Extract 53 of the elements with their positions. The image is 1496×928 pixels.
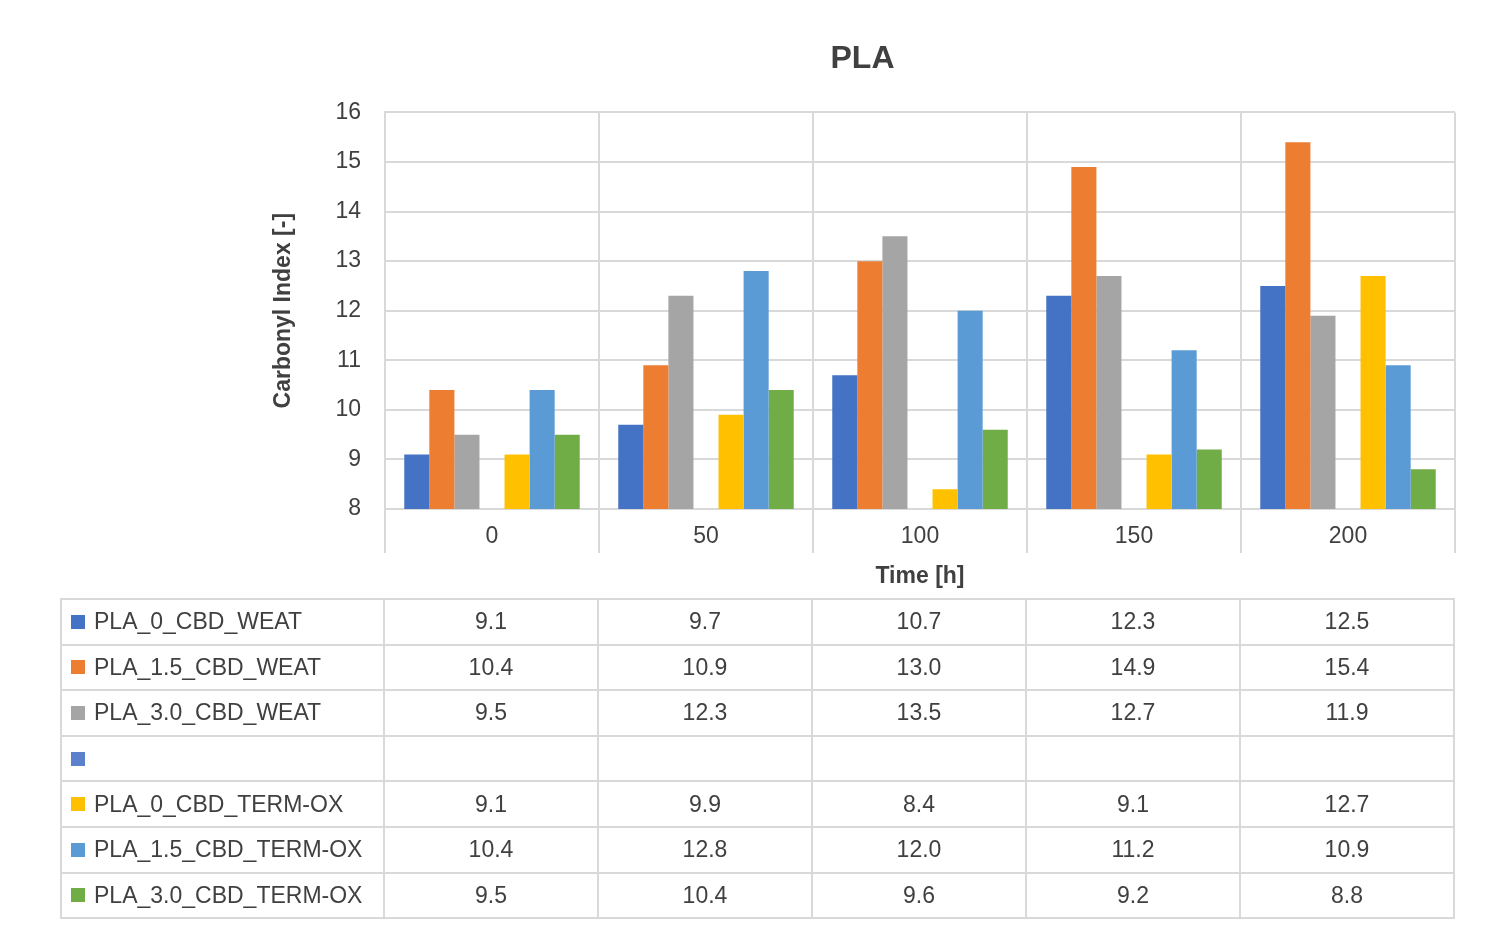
data-label: 12.7 (1324, 790, 1370, 818)
data-label: 8.8 (1331, 881, 1363, 909)
data-label: 9.5 (475, 881, 507, 909)
data-label: 13.0 (896, 653, 942, 681)
legend-label: PLA_0_CBD_WEAT (94, 608, 302, 636)
data-label: 9.2 (1117, 881, 1149, 909)
data-label: 12.3 (682, 699, 728, 727)
data-label: 10.4 (468, 653, 514, 681)
data-label: 12.5 (1324, 608, 1370, 636)
data-label: 11.2 (1111, 836, 1155, 864)
legend-label: PLA_3.0_CBD_TERM-OX (94, 881, 363, 909)
data-label: 10.4 (682, 881, 728, 909)
y-tick-label: 12 (335, 296, 361, 323)
data-label: 10.9 (682, 653, 728, 681)
y-tick-label: 9 (348, 444, 361, 471)
y-tick-label: 11 (337, 345, 361, 372)
data-label: 10.7 (896, 608, 942, 636)
data-label: 9.6 (903, 881, 935, 909)
data-label: 10.9 (1324, 836, 1370, 864)
data-label: 11.9 (1325, 699, 1369, 727)
y-tick-label: 14 (335, 196, 362, 223)
y-tick-label: 16 (335, 97, 361, 124)
x-tick-label: 150 (1114, 522, 1154, 549)
data-label: 8.4 (903, 790, 935, 818)
data-label: 10.4 (468, 836, 514, 864)
data-label: 9.7 (689, 608, 721, 636)
y-axis-title: Carbonyl Index [-] (269, 212, 296, 409)
legend-label: PLA_0_CBD_TERM-OX (94, 790, 344, 818)
data-label: 9.5 (475, 699, 507, 727)
x-tick-label: 200 (1328, 522, 1368, 549)
x-tick-label: 100 (900, 522, 940, 549)
x-tick-label: 50 (693, 522, 719, 549)
y-tick-label: 15 (335, 147, 361, 174)
data-label: 12.7 (1110, 699, 1156, 727)
data-label: 9.9 (689, 790, 721, 818)
data-label: 15.4 (1324, 653, 1370, 681)
data-label: 12.3 (1110, 608, 1156, 636)
data-label: 12.8 (682, 836, 728, 864)
legend-label: PLA_1.5_CBD_TERM-OX (94, 836, 363, 864)
data-label: 9.1 (1117, 790, 1149, 818)
data-label: 12.0 (896, 836, 942, 864)
y-tick-label: 10 (335, 395, 361, 422)
data-label: 14.9 (1110, 653, 1156, 681)
x-axis-title: Time [h] (875, 561, 965, 588)
data-label: 9.1 (475, 790, 507, 818)
y-tick-label: 8 (348, 494, 361, 521)
chart-title: PLA (830, 39, 895, 76)
x-tick-label: 0 (485, 522, 499, 549)
data-label: 9.1 (475, 608, 507, 636)
legend-label: PLA_3.0_CBD_WEAT (94, 699, 322, 727)
legend-label: PLA_1.5_CBD_WEAT (94, 653, 322, 681)
y-tick-label: 13 (335, 246, 361, 273)
data-label: 13.5 (896, 699, 942, 727)
